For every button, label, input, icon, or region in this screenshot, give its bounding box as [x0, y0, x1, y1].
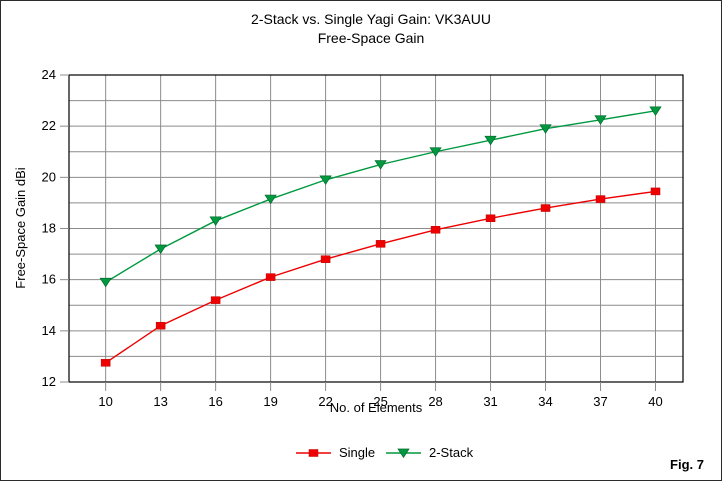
chart-subtitle: Free-Space Gain [318, 30, 425, 46]
data-point-marker [319, 175, 332, 186]
x-tick-label: 19 [263, 394, 277, 409]
data-point-marker [374, 160, 387, 170]
data-point-marker [154, 244, 167, 255]
x-tick-label: 22 [318, 394, 332, 409]
x-tick-label: 25 [373, 394, 387, 409]
data-point-marker [650, 187, 661, 196]
legend-marker [397, 448, 410, 459]
x-tick-label: 31 [483, 394, 497, 409]
legend-item-single: Single [296, 445, 375, 460]
plot-area: 12 14 16 18 20 22 24 10 13 16 19 22 25 28 31 34 37 40 [42, 67, 684, 409]
y-tick-label: 18 [42, 221, 56, 236]
x-axis-title: No. of Elements [330, 400, 423, 415]
x-tick-label: 16 [208, 394, 222, 409]
legend-item-2-stack: 2-Stack [386, 445, 474, 460]
data-point-marker [540, 204, 551, 212]
data-point-marker [99, 277, 112, 288]
y-tick-label: 22 [42, 118, 56, 133]
data-point-marker [100, 359, 111, 367]
data-point-marker [430, 226, 441, 234]
data-point-marker [649, 106, 662, 116]
data-point-marker [265, 273, 276, 281]
data-point-marker [155, 321, 166, 330]
legend-marker [308, 449, 319, 457]
x-tick-label: 28 [428, 394, 442, 409]
legend-label: Single [339, 445, 375, 460]
y-tick-label: 16 [42, 272, 56, 287]
data-point-marker [539, 124, 552, 134]
x-tick-label: 37 [593, 394, 607, 409]
data-point-marker [484, 135, 497, 146]
legend-label: 2-Stack [429, 445, 474, 460]
data-point-marker [485, 214, 496, 223]
y-axis-title: Free-Space Gain dBi [13, 167, 28, 289]
series-single [100, 187, 661, 367]
y-tick-label: 12 [42, 374, 56, 389]
data-point-marker [264, 194, 277, 205]
data-point-marker [320, 255, 331, 263]
figure-number-label: Fig. 7 [670, 457, 704, 472]
data-point-marker [594, 115, 607, 125]
data-point-marker [595, 195, 606, 203]
y-tick-label: 14 [42, 323, 56, 338]
x-tick-label: 13 [153, 394, 167, 409]
legend: Single 2-Stack [296, 445, 474, 460]
data-point-marker [210, 296, 221, 304]
y-tick-label: 24 [42, 67, 56, 82]
data-point-marker [375, 240, 386, 248]
x-tick-label: 10 [98, 394, 112, 409]
data-point-marker [209, 216, 222, 226]
chart-title: 2-Stack vs. Single Yagi Gain: VK3AUU [251, 11, 491, 27]
x-tick-label: 34 [538, 394, 552, 409]
data-point-marker [429, 147, 442, 157]
series-2-stack [99, 106, 662, 288]
y-tick-label: 20 [42, 169, 56, 184]
x-tick-label: 40 [648, 394, 662, 409]
